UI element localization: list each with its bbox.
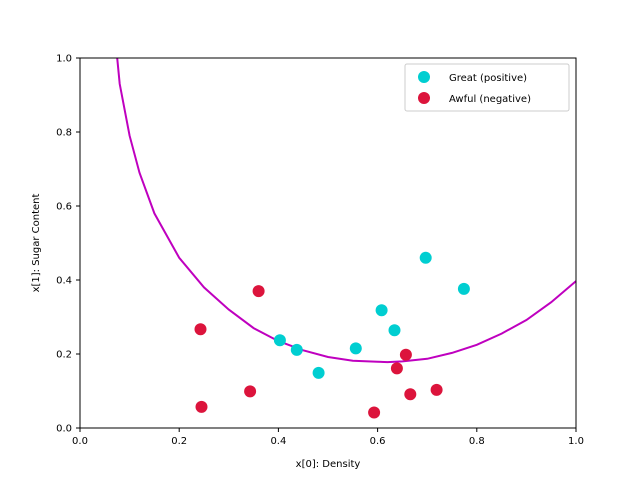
- plot-area: [79, 57, 577, 429]
- axes-frame: [79, 57, 577, 429]
- point-great: [349, 342, 362, 355]
- y-axis-ticks: 0.0 0.2 0.4 0.6 0.8 1.0: [56, 54, 80, 435]
- x-axis-label: x[0]: Density: [296, 459, 361, 470]
- point-great: [388, 324, 401, 337]
- y-tick-label: 1.0: [56, 54, 72, 65]
- points-layer: [194, 251, 470, 419]
- x-tick-label: 0.0: [72, 436, 88, 447]
- x-axis-ticks: 0.0 0.2 0.4 0.6 0.8 1.0: [72, 428, 584, 447]
- point-great: [375, 304, 388, 317]
- y-tick-label: 0.6: [56, 202, 72, 213]
- x-tick-label: 0.2: [171, 436, 187, 447]
- decision-boundary-curve: [116, 57, 577, 364]
- point-great: [457, 282, 470, 295]
- legend-marker-awful: [418, 92, 430, 104]
- point-awful: [252, 285, 265, 298]
- y-tick-label: 0.0: [56, 424, 72, 435]
- point-great: [290, 343, 303, 356]
- x-tick-label: 1.0: [568, 436, 584, 447]
- legend-marker-great: [418, 71, 430, 83]
- point-awful: [194, 323, 207, 336]
- legend: Great (positive) Awful (negative): [404, 63, 570, 112]
- point-awful: [390, 362, 403, 375]
- axes-background: [80, 58, 576, 428]
- x-tick-label: 0.6: [370, 436, 386, 447]
- decision-boundary-layer: [116, 57, 577, 364]
- point-awful: [195, 400, 208, 413]
- point-awful: [404, 388, 417, 401]
- legend-label-great: Great (positive): [449, 73, 527, 84]
- legend-frame: [404, 63, 570, 112]
- y-axis-label: x[1]: Sugar Content: [31, 193, 42, 292]
- x-tick-label: 0.8: [469, 436, 485, 447]
- y-tick-label: 0.8: [56, 128, 72, 139]
- point-great: [312, 366, 325, 379]
- point-great: [273, 334, 286, 347]
- y-tick-label: 0.2: [56, 350, 72, 361]
- point-awful: [244, 385, 257, 398]
- x-tick-label: 0.4: [270, 436, 286, 447]
- point-awful: [399, 348, 412, 361]
- point-great: [419, 251, 432, 264]
- point-awful: [430, 383, 443, 396]
- point-awful: [368, 406, 381, 419]
- legend-label-awful: Awful (negative): [449, 94, 531, 105]
- y-tick-label: 0.4: [56, 276, 72, 287]
